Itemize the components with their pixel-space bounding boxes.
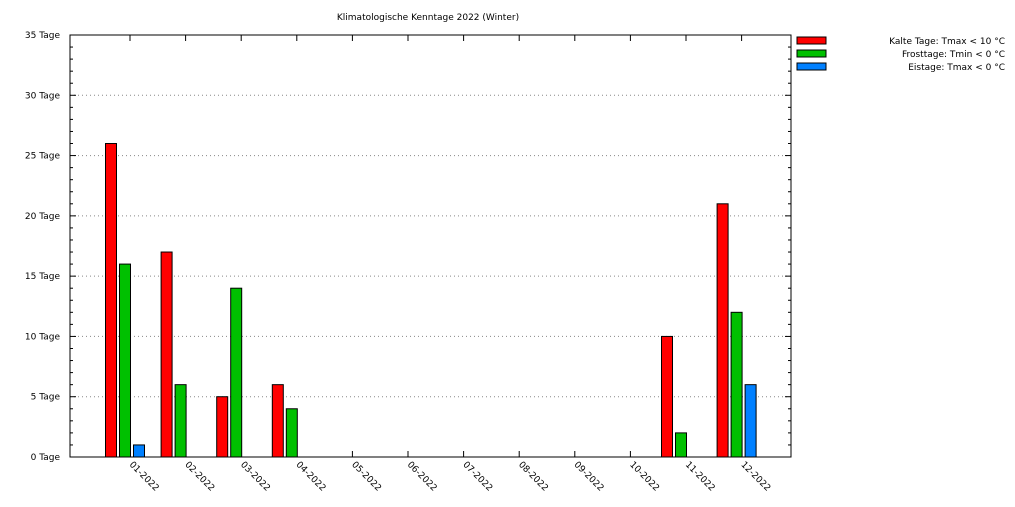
bar [744,384,757,458]
legend-label: Kalte Tage: Tmax < 10 °C [889,37,1005,47]
bar [133,444,145,458]
y-tick-label: 35 Tage [25,31,61,41]
bar [285,408,298,458]
y-tick-label: 5 Tage [31,393,61,403]
x-tick-label: 12-2022 [738,460,772,494]
bar [230,287,243,458]
bar [661,335,673,458]
bar [271,384,284,458]
x-tick-label: 02-2022 [182,460,216,494]
bar [174,384,187,458]
x-tick-label: 07-2022 [460,460,494,494]
y-tick-label: 25 Tage [25,152,61,162]
bar [716,203,729,458]
legend-label: Eistage: Tmax < 0 °C [908,63,1005,73]
bar [119,263,131,458]
legend-swatch [796,62,827,71]
x-tick-label: 05-2022 [349,460,383,494]
y-axis: 0 Tage 5 Tage 10 Tage 15 Tage 20 Tage 25 Tage… [25,31,791,463]
y-tick-label: 15 Tage [25,272,61,282]
bar [730,311,743,458]
x-tick-label: 01-2022 [127,460,161,494]
x-tick-label: 03-2022 [238,460,272,494]
x-tick-label: 11-2022 [683,460,717,494]
y-tick-label: 30 Tage [25,91,61,101]
x-tick-label: 06-2022 [405,460,439,494]
chart-title: Klimatologische Kenntage 2022 (Winter) [337,13,519,23]
x-tick-label: 09-2022 [572,460,606,494]
y-tick-label: 20 Tage [25,212,61,222]
bar [105,143,117,458]
y-tick-label: 0 Tage [31,453,61,463]
legend-swatch [796,36,827,45]
bars [105,143,757,458]
legend-swatch [796,49,827,58]
legend-label: Frosttage: Tmin < 0 °C [902,50,1005,60]
y-tick-label: 10 Tage [25,332,61,342]
x-tick-label: 10-2022 [627,460,661,494]
x-tick-label: 04-2022 [294,460,328,494]
x-tick-label: 08-2022 [516,460,550,494]
grid-lines [70,94,791,398]
legend: Kalte Tage: Tmax < 10 °C Frosttage: Tmin … [796,36,1005,73]
plot-frame [69,34,792,458]
bar [160,251,173,458]
bar [216,396,229,458]
bar [675,432,687,458]
